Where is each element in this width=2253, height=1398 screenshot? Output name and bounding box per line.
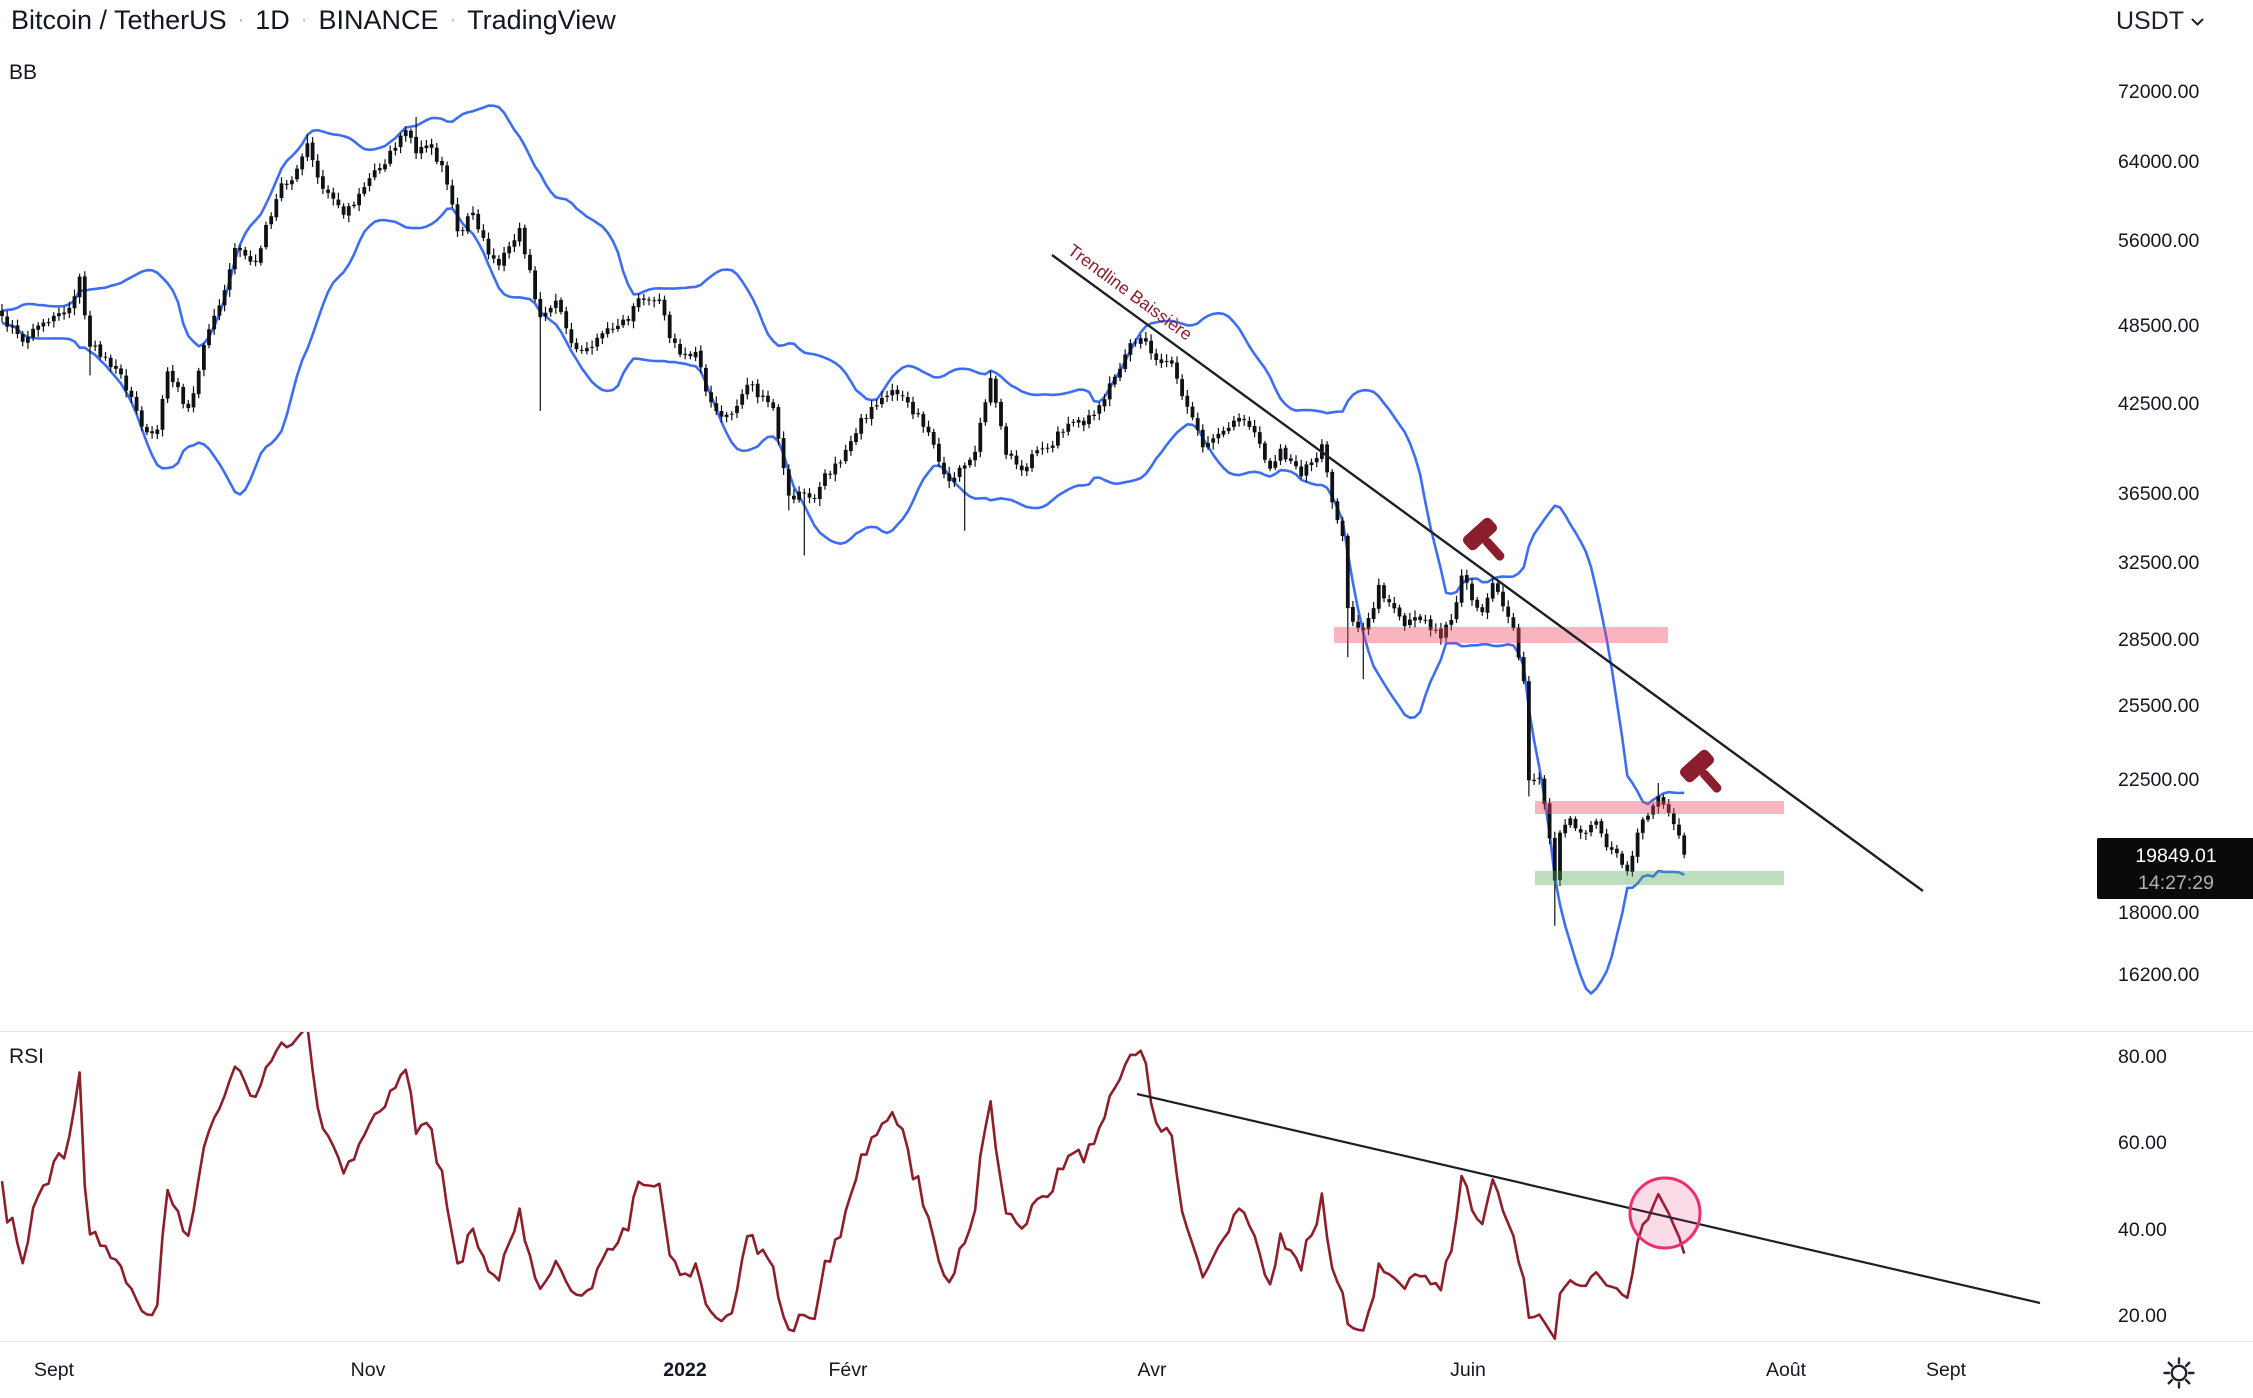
time-axis-label: Août [1765, 1359, 1807, 1381]
candle-bodies [0, 130, 1687, 881]
title-separator: · [449, 9, 457, 31]
currency-dropdown[interactable]: USDT [2116, 7, 2206, 36]
symbol-name[interactable]: Bitcoin / TetherUS [11, 5, 227, 35]
axis-label: 48500.00 [2118, 315, 2200, 337]
bollinger-upper-band [1, 104, 1685, 806]
time-axis-label: Juin [1450, 1359, 1486, 1381]
symbol-title[interactable]: Bitcoin / TetherUS · 1D · BINANCE · Trad… [11, 5, 616, 36]
provider-label[interactable]: TradingView [467, 5, 616, 35]
title-separator: · [300, 9, 308, 31]
time-axis-label: Févr [828, 1359, 868, 1381]
bollinger-lower-band [1, 207, 1685, 995]
gear-spoke [2184, 1378, 2191, 1385]
axis-label: 18000.00 [2118, 902, 2200, 924]
resistance-zone-1[interactable] [1334, 627, 1668, 643]
time-axis-label: 2022 [663, 1359, 707, 1381]
gavel-icon[interactable] [1678, 748, 1733, 804]
axis-label: 40.00 [2118, 1219, 2167, 1241]
axis-label: 56000.00 [2118, 230, 2200, 252]
bearish-trendline[interactable] [1051, 254, 1924, 892]
exchange-label: BINANCE [318, 5, 439, 35]
chevron-down-icon [2191, 18, 2204, 26]
axis-label: 64000.00 [2118, 151, 2200, 173]
time-axis-label: Avr [1137, 1359, 1167, 1381]
axis-label: 25500.00 [2118, 695, 2200, 717]
gavel-part [1462, 517, 1498, 551]
rsi-line [0, 1032, 1686, 1340]
axis-label: 72000.00 [2118, 81, 2200, 103]
axis-label: 20.00 [2118, 1305, 2167, 1327]
time-axis-label: Nov [350, 1359, 386, 1381]
gavel-part [1482, 537, 1505, 561]
axis-label: 32500.00 [2118, 552, 2200, 574]
rsi-trendline[interactable] [1136, 1092, 2041, 1305]
time-axis-label: Sept [33, 1359, 75, 1381]
axis-label: 42500.00 [2118, 393, 2200, 415]
currency-label: USDT [2116, 7, 2185, 35]
last-price-label: 19849.01 14:27:29 [2097, 838, 2253, 899]
time-axis-label: Sept [1925, 1359, 1967, 1381]
price-zones[interactable] [1334, 627, 1784, 885]
gear-spoke [2167, 1361, 2174, 1368]
axis-label: 16200.00 [2118, 964, 2200, 986]
axis-label: 36500.00 [2118, 483, 2200, 505]
title-separator: · [237, 9, 245, 31]
axis-label: 80.00 [2118, 1046, 2167, 1068]
support-zone[interactable] [1535, 871, 1784, 885]
axis-label: 22500.00 [2118, 769, 2200, 791]
bb-legend[interactable]: BB [9, 61, 38, 84]
rsi-highlight-circle[interactable] [1628, 1176, 1702, 1250]
rsi-legend[interactable]: RSI [9, 1045, 45, 1068]
settings-gear-icon[interactable] [2161, 1355, 2197, 1391]
interval-label[interactable]: 1D [255, 5, 290, 35]
resistance-zone-2[interactable] [1535, 801, 1784, 814]
bar-countdown: 14:27:29 [2138, 871, 2214, 894]
gavel-part [1699, 769, 1722, 793]
last-price-value: 19849.01 [2135, 845, 2217, 867]
axis-label: 60.00 [2118, 1132, 2167, 1154]
gear-spoke [2184, 1361, 2191, 1368]
gavel-icon[interactable] [1461, 516, 1516, 572]
gear-spoke [2167, 1378, 2174, 1385]
gavel-part [1679, 749, 1715, 783]
axis-label: 28500.00 [2118, 629, 2200, 651]
gavel-icons[interactable] [1461, 516, 1733, 804]
candle-wicks [1, 117, 1685, 926]
